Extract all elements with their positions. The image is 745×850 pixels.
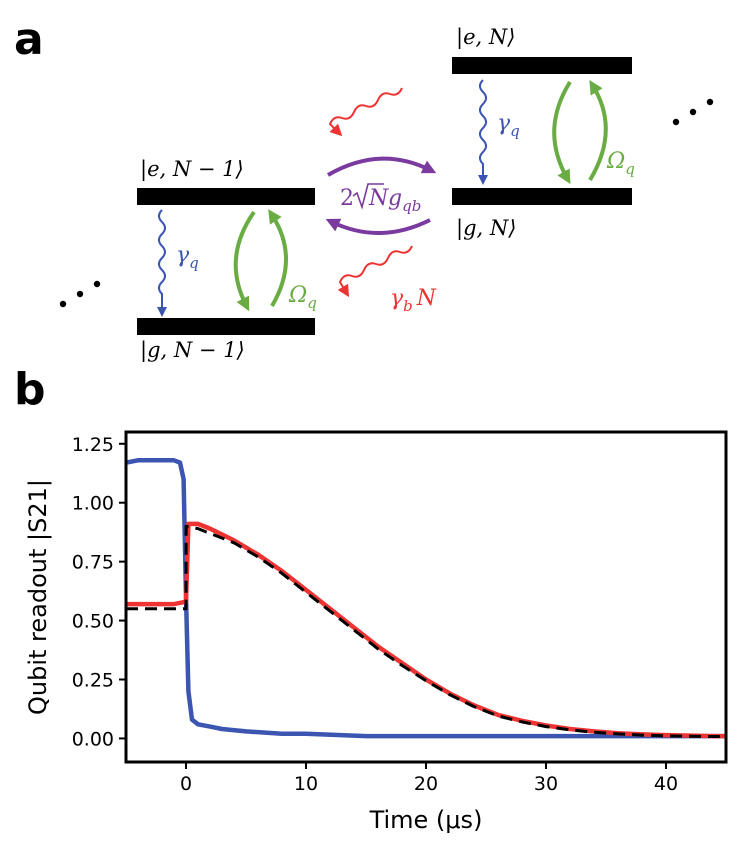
x-tick-label: 40: [654, 773, 678, 795]
x-tick-label: 20: [414, 773, 438, 795]
gamma-q-left-label: γq: [176, 243, 199, 272]
gamma-q-right-label: γq: [497, 111, 520, 140]
plot-frame: [124, 430, 728, 764]
drive-arrow-left-up: [268, 209, 288, 308]
x-tick-label: 0: [180, 773, 192, 795]
ellipsis-right: [672, 98, 714, 126]
drive-arrow-right-up: [588, 80, 608, 182]
photon-arrow-lower: [337, 245, 413, 298]
omega-q-right-label: Ωq: [606, 149, 635, 178]
level-g-N-minus-1: [137, 318, 315, 335]
coupling-arrow-backward: [325, 218, 431, 235]
drive-arrow-left-down: [233, 210, 256, 312]
photon-arrow-upper: [328, 87, 403, 137]
y-tick-label: 0.75: [72, 552, 114, 574]
y-tick-label: 1.00: [72, 493, 114, 515]
series-line-3: [126, 524, 726, 738]
decay-arrow-right: [478, 79, 488, 185]
coupling-label: 2 N gqb: [340, 183, 421, 215]
label-e-N-minus-1: |e, N − 1⟩: [140, 157, 244, 182]
label-e-N: |e, N⟩: [456, 25, 515, 50]
drive-arrow-right-down: [552, 80, 572, 185]
y-tick-label: 0.00: [72, 728, 114, 750]
readout-chart: 0 10 20 30 40 0.00 0.25 0.50 0.75 1.00 1.25 Time (…: [24, 430, 728, 834]
decay-arrow-left: [157, 209, 167, 317]
svg-text:2: 2: [340, 186, 354, 211]
x-tick-label: 10: [294, 773, 318, 795]
level-e-N-minus-1: [137, 188, 315, 205]
panel-label-b: b: [14, 364, 46, 415]
label-g-N-minus-1-text: |g, N − 1⟩: [140, 338, 245, 362]
level-g-N: [452, 188, 632, 205]
svg-text:N: N: [368, 186, 389, 211]
gamma-b-N-label: γb N: [390, 286, 437, 315]
series-line-1: [125, 458, 726, 739]
svg-text:gqb: gqb: [388, 186, 421, 215]
panel-label-a: a: [14, 14, 44, 65]
series-line-2: [126, 521, 726, 739]
label-g-N: |g, N⟩: [456, 216, 516, 241]
energy-level-diagram: |e, N⟩ |g, N⟩ |e, N − 1⟩ |g, N − 1⟩ γq γ…: [59, 25, 714, 335]
coupling-arrow-forward: [327, 156, 437, 177]
y-tick-label: 1.25: [72, 434, 114, 456]
y-axis-label: Qubit readout |S21|: [24, 479, 52, 715]
y-tick-label: 0.25: [72, 670, 114, 692]
ellipsis-left: [59, 280, 101, 308]
y-tick-label: 0.50: [72, 611, 114, 633]
omega-q-left-label: Ωq: [288, 283, 317, 312]
level-e-N: [452, 57, 632, 74]
x-tick-label: 30: [534, 773, 558, 795]
x-axis-label: Time (μs): [369, 806, 483, 834]
